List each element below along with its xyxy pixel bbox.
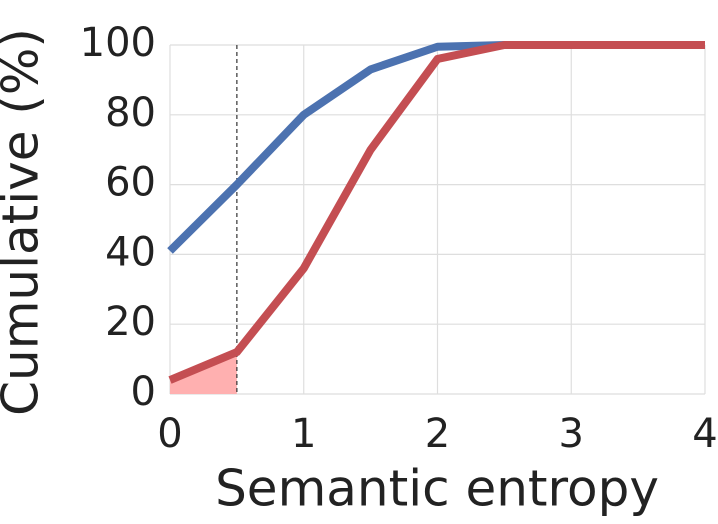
y-tick-label: 0: [131, 369, 156, 415]
x-tick-label: 2: [425, 411, 450, 457]
x-tick-label: 4: [692, 411, 717, 457]
y-tick-label: 80: [105, 90, 156, 136]
y-tick-label: 60: [105, 160, 156, 206]
x-tick-label: 0: [157, 411, 182, 457]
line-series: [168, 41, 705, 384]
y-tick-label: 20: [105, 299, 156, 345]
x-tick-label: 3: [559, 411, 584, 457]
y-axis-label: Cumulative (%): [0, 28, 50, 416]
y-tick-label: 40: [105, 229, 156, 275]
x-tick-label: 1: [291, 411, 316, 457]
x-axis-label: Semantic entropy: [215, 460, 659, 518]
y-tick-label: 100: [80, 20, 156, 66]
